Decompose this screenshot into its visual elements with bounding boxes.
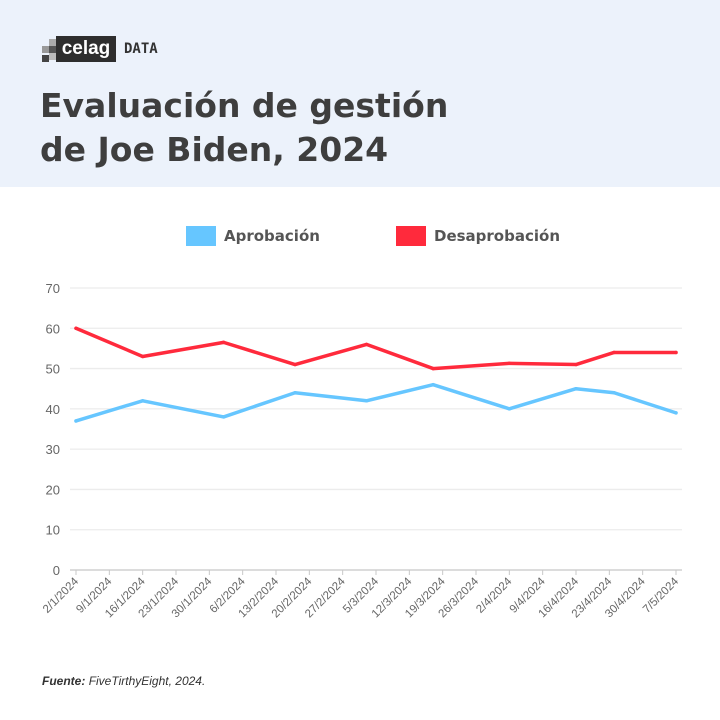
logo-text: celag	[56, 36, 116, 62]
data-point	[674, 350, 678, 355]
source-note: Fuente: FiveTirthyEight, 2024.	[42, 674, 205, 688]
data-point	[364, 342, 369, 347]
data-point	[612, 391, 616, 395]
data-point	[574, 362, 578, 367]
legend-label-aprobacion: Aprobación	[224, 227, 320, 245]
y-tick-label: 30	[46, 442, 60, 457]
legend-swatch-desaprobacion	[396, 226, 426, 246]
data-point	[364, 399, 369, 403]
celag-logo: celag DATA	[42, 36, 158, 62]
source-text: FiveTirthyEight, 2024.	[88, 674, 206, 688]
legend-swatch-aprobacion	[186, 226, 216, 246]
data-point	[293, 362, 297, 367]
title-line-1: Evaluación de gestión	[40, 86, 449, 125]
data-point	[74, 419, 78, 423]
data-point	[74, 326, 78, 330]
y-tick-label: 50	[46, 362, 60, 377]
data-point	[293, 391, 297, 395]
legend-desaprobacion: Desaprobación	[396, 226, 560, 246]
header: celag DATA Evaluación de gestión de Joe …	[0, 0, 720, 187]
data-point	[221, 340, 226, 345]
y-tick-label: 20	[46, 482, 60, 497]
logo-suffix: DATA	[124, 41, 158, 57]
source-label: Fuente:	[42, 674, 86, 688]
legend-aprobacion: Aprobación	[186, 226, 320, 246]
data-point	[574, 387, 578, 391]
data-point	[612, 350, 616, 355]
data-point	[140, 399, 145, 403]
data-point	[674, 411, 678, 415]
data-point	[507, 407, 512, 411]
logo-pixel-mark: celag	[42, 36, 116, 62]
data-point	[507, 361, 512, 366]
data-point	[431, 382, 435, 387]
data-point	[221, 415, 226, 419]
legend-label-desaprobacion: Desaprobación	[434, 227, 560, 245]
y-tick-label: 40	[46, 402, 60, 417]
y-tick-label: 10	[46, 523, 60, 538]
page-title: Evaluación de gestión de Joe Biden, 2024	[40, 84, 448, 172]
y-tick-label: 60	[46, 321, 60, 336]
data-point	[140, 354, 145, 359]
y-tick-label: 0	[53, 563, 60, 578]
series-line-desaprobacin	[74, 326, 678, 371]
data-point	[431, 366, 435, 371]
x-tick-label: 7/5/2024	[641, 575, 682, 616]
y-tick-label: 70	[46, 281, 60, 296]
series-line-aprobacin	[74, 382, 678, 423]
title-line-2: de Joe Biden, 2024	[40, 130, 389, 169]
